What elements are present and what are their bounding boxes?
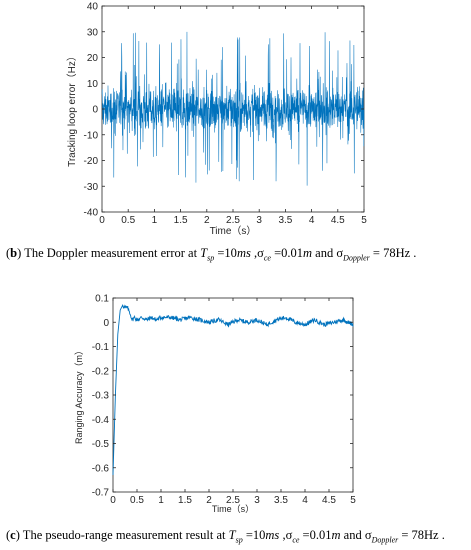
x-tick-label: 4.5: [331, 215, 345, 226]
caption-b-dop-sub: Doppler: [343, 253, 370, 263]
x-tick-label: 2: [204, 215, 210, 226]
y-tick-label: -0.5: [92, 439, 110, 450]
caption-c: (c) The pseudo-range measurement result …: [6, 528, 445, 545]
caption-b-ms: ms: [236, 246, 251, 260]
x-tick-label: 2: [206, 495, 212, 506]
y-tick-label: -20: [84, 156, 99, 167]
y-tick-label: -0.3: [92, 391, 110, 402]
caption-c-t-sub: sp: [235, 535, 243, 545]
doppler-error-chart: 0 0.5 1 1.5 2 2.5 3 3.5 4 4.5 5 40 30 20 10 0 -10 -20 -30 -…: [66, 2, 367, 238]
y-tick-label: -30: [84, 182, 99, 193]
caption-c-and: and σ: [340, 528, 372, 542]
caption-c-text: The pseudo-range measurement result at: [19, 528, 229, 542]
x-tick-label: 3: [254, 495, 260, 506]
y-tick-label: 20: [87, 53, 99, 64]
caption-b-eq3: = 78Hz .: [369, 246, 417, 260]
caption-c-m: m: [331, 528, 341, 542]
caption-b-label: b: [10, 246, 18, 260]
x-tick-label: 3: [256, 215, 262, 226]
caption-c-ce-sub: ce: [292, 535, 300, 545]
y-tick-label: 0: [103, 318, 109, 329]
caption-c-sigma: ,σ: [279, 528, 293, 542]
y-axis-label-c: Ranging Accuracy（m）: [74, 346, 84, 444]
caption-b-sigma: ,σ: [250, 246, 264, 260]
x-axis-label-c: Time（s）: [212, 504, 254, 514]
caption-b-t-sub: sp: [207, 253, 215, 263]
y-tick-label: 0.1: [95, 294, 109, 305]
x-tick-label: 2.5: [226, 215, 240, 226]
caption-b-eq2: =0.01: [270, 246, 304, 260]
caption-c-ms: ms: [265, 528, 280, 542]
x-tick-label: 3.5: [274, 495, 288, 506]
y-tick-label: -0.2: [92, 366, 110, 377]
series-line-b: [101, 31, 365, 186]
plot-area-c: [112, 297, 354, 493]
x-tick-label: 1: [158, 495, 164, 506]
caption-c-t: T: [228, 528, 236, 542]
caption-b-m: m: [303, 246, 313, 260]
caption-c-label: c: [10, 528, 16, 542]
caption-b: (b) The Doppler measurement error at Tsp…: [6, 246, 417, 263]
x-tick-label: 2.5: [226, 495, 240, 506]
x-tick-label: 0.5: [130, 495, 144, 506]
caption-c-eq1: =10: [242, 528, 266, 542]
x-tick-label: 0: [110, 495, 116, 506]
x-tick-label: 0: [99, 215, 105, 226]
caption-b-text: The Doppler measurement error at: [21, 246, 201, 260]
caption-b-t: T: [200, 246, 208, 260]
y-tick-label: -0.4: [92, 415, 110, 426]
y-tick-label: 40: [87, 2, 99, 13]
caption-c-eq3: = 78Hz .: [398, 528, 445, 542]
caption-b-eq1: =10: [214, 246, 237, 260]
pseudo-range-chart: 0 0.5 1 1.5 2 2.5 3 3.5 4 4.5 5 0.1 0 -0.1 -0.2 -0.3 -0.…: [74, 294, 356, 515]
caption-b-ce-sub: ce: [263, 253, 271, 263]
x-tick-label: 5: [350, 495, 356, 506]
x-tick-label: 5: [361, 215, 367, 226]
y-tick-label: 30: [87, 27, 99, 38]
caption-c-dop-sub: Doppler: [371, 535, 399, 545]
x-axis-label-b: Time（s）: [210, 225, 257, 237]
y-tick-label: 0: [92, 105, 98, 116]
y-tick-label: -40: [84, 208, 99, 219]
x-tick-label: 0.5: [121, 215, 135, 226]
x-tick-label: 3.5: [278, 215, 292, 226]
series-line-c: [112, 304, 354, 476]
x-tick-label: 1.5: [174, 215, 188, 226]
y-tick-label: -10: [84, 130, 99, 141]
y-axis-label-b: Tracking loop error（Hz）: [66, 51, 78, 167]
y-tick-label: -0.7: [92, 488, 110, 499]
caption-c-eq2: =0.01: [299, 528, 332, 542]
y-tick-label: -0.6: [92, 463, 110, 474]
x-tick-label: 1: [152, 215, 158, 226]
x-tick-label: 4.5: [322, 495, 336, 506]
x-tick-label: 4: [302, 495, 308, 506]
x-tick-label: 1.5: [178, 495, 192, 506]
caption-b-and: and σ: [312, 246, 344, 260]
y-tick-label: 10: [87, 79, 99, 90]
y-tick-label: -0.1: [92, 342, 110, 353]
x-tick-label: 4: [309, 215, 315, 226]
